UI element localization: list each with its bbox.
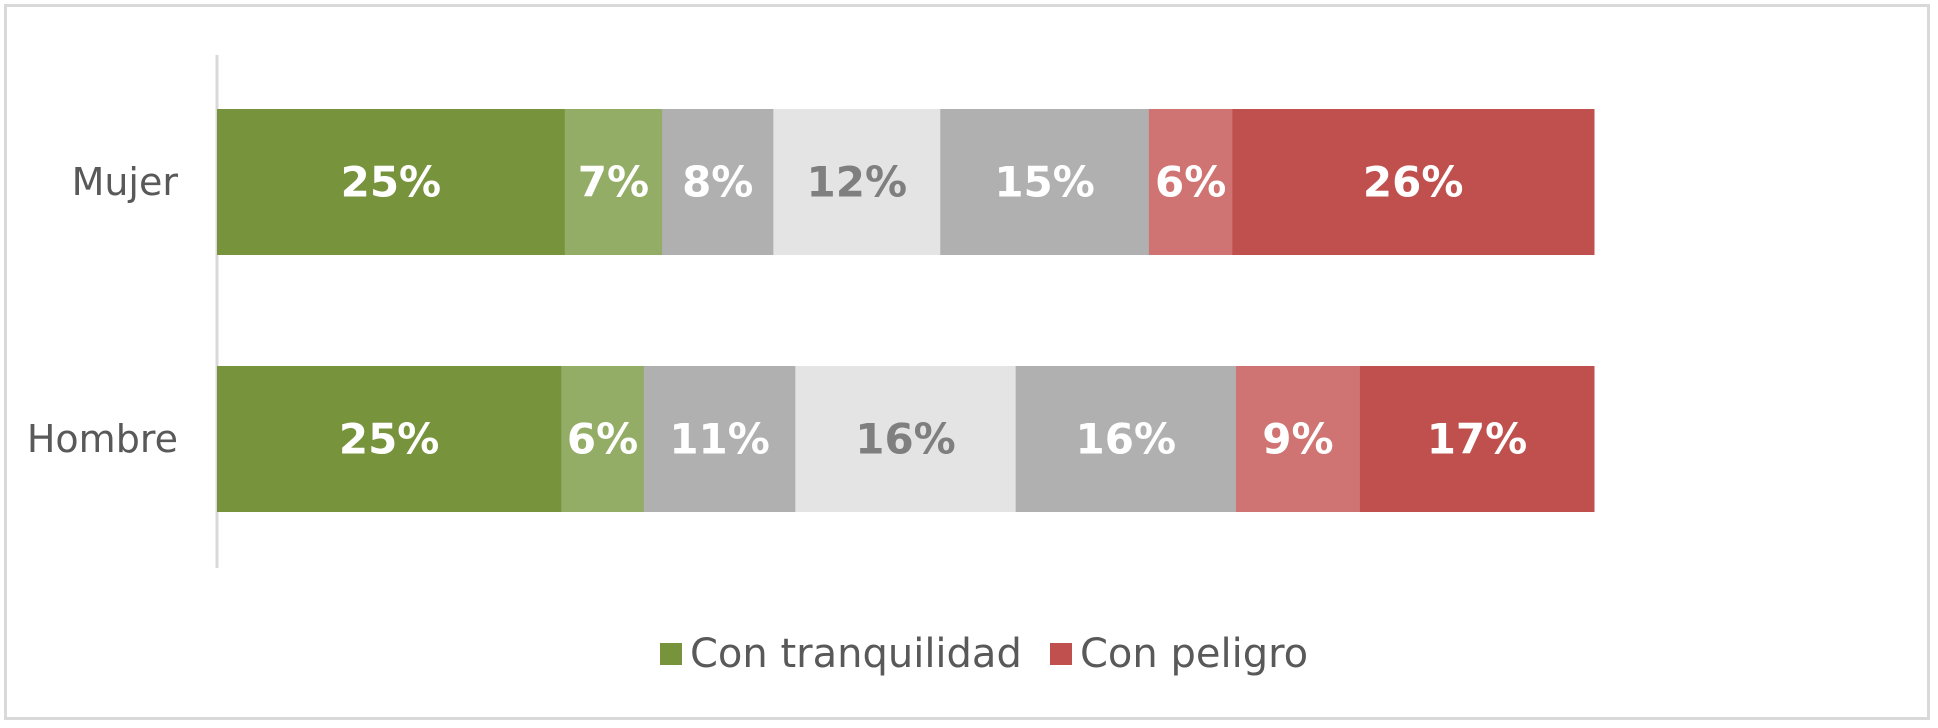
bar-segment-mujer-3	[662, 109, 774, 255]
bar-segment-mujer-6	[1148, 109, 1233, 255]
legend-label-2: Con peligro	[1080, 631, 1308, 677]
legend-swatch-2	[1050, 643, 1072, 665]
legend-swatch-1	[660, 643, 682, 665]
bar-segment-hombre-2	[561, 366, 645, 512]
data-label-hombre-6: 9%	[1262, 415, 1333, 464]
bar-segment-hombre-4	[795, 366, 1017, 512]
bar-segment-mujer-7	[1232, 109, 1595, 255]
category-labels: Mujer Hombre	[27, 160, 179, 461]
legend-label-1: Con tranquilidad	[690, 631, 1022, 677]
bar-segment-hombre-1	[217, 366, 562, 512]
data-label-hombre-7: 17%	[1427, 415, 1528, 464]
bar-segment-hombre-5	[1015, 366, 1237, 512]
category-label-mujer: Mujer	[72, 160, 179, 204]
data-label-mujer-1: 25%	[341, 158, 442, 207]
data-label-mujer-5: 15%	[994, 158, 1095, 207]
bar-segment-hombre-3	[643, 366, 796, 512]
bar-segment-mujer-5	[940, 109, 1150, 255]
bar-segment-mujer-4	[773, 109, 941, 255]
data-label-mujer-6: 6%	[1155, 158, 1226, 207]
bar-segment-mujer-2	[564, 109, 663, 255]
category-label-hombre: Hombre	[27, 417, 178, 461]
data-label-hombre-2: 6%	[567, 415, 638, 464]
bars-group: 25% 7% 8% 12% 15% 6% 26% 25% 6% 11% 16% 16% 9% 17%	[217, 109, 1595, 512]
bar-segment-hombre-7	[1359, 366, 1595, 512]
data-label-mujer-3: 8%	[682, 158, 753, 207]
data-label-hombre-4: 16%	[855, 415, 956, 464]
data-label-hombre-3: 11%	[669, 415, 770, 464]
data-label-mujer-2: 7%	[578, 158, 649, 207]
data-label-mujer-7: 26%	[1363, 158, 1464, 207]
legend: Con tranquilidad Con peligro	[660, 631, 1308, 677]
data-label-mujer-4: 12%	[807, 158, 908, 207]
data-label-hombre-5: 16%	[1076, 415, 1177, 464]
bar-segment-hombre-6	[1235, 366, 1361, 512]
data-label-hombre-1: 25%	[339, 415, 440, 464]
bar-segment-mujer-1	[217, 109, 566, 255]
